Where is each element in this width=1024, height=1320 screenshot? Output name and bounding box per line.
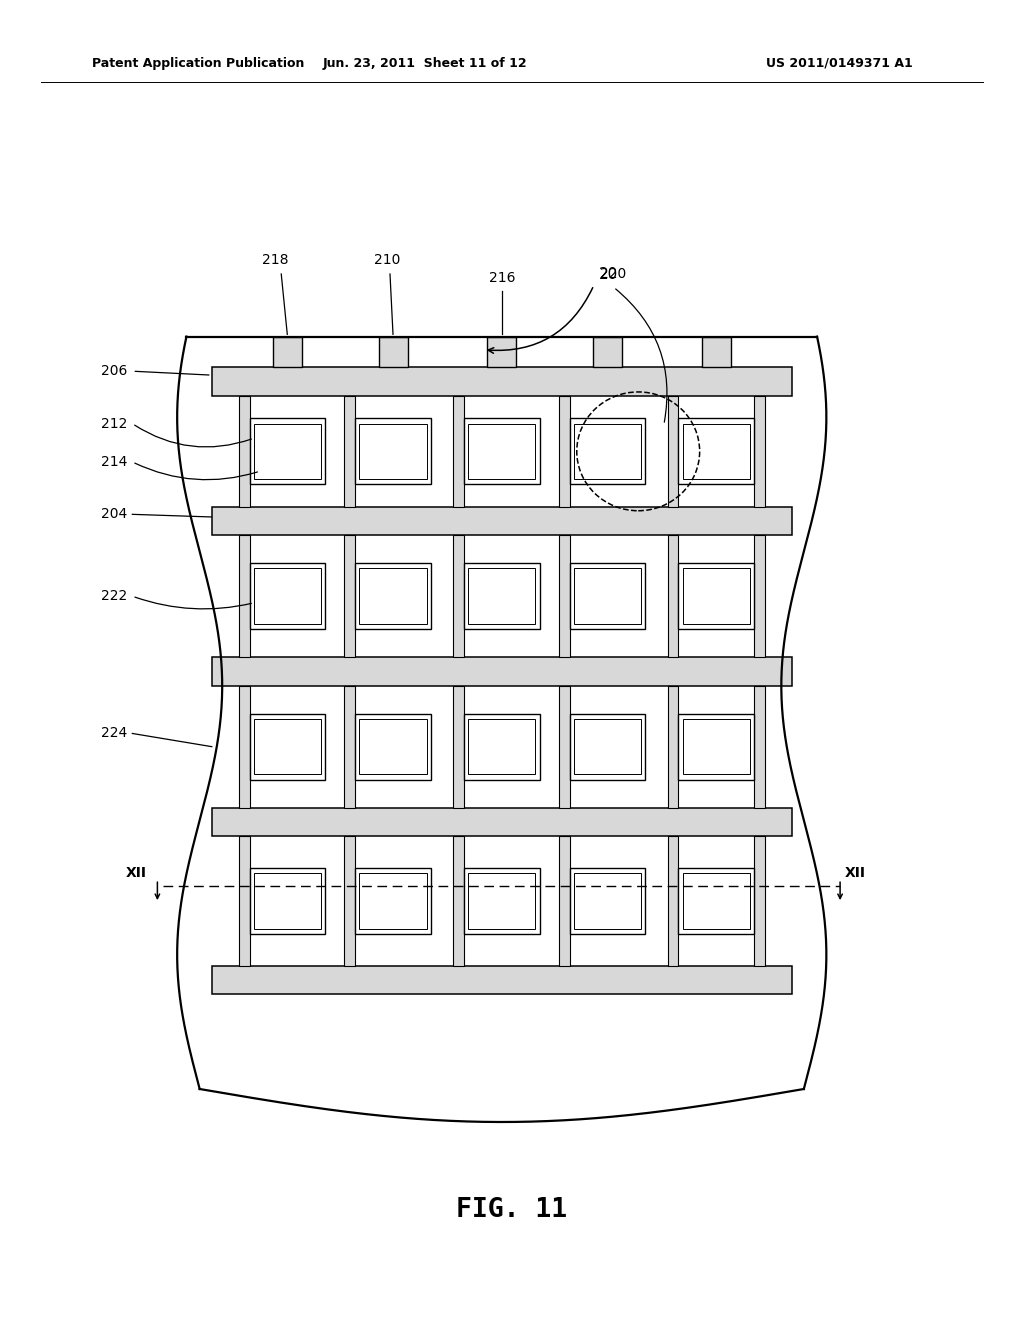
Bar xyxy=(359,719,427,775)
Bar xyxy=(668,685,679,808)
Bar xyxy=(239,396,250,507)
Bar xyxy=(754,535,765,657)
Bar xyxy=(679,714,754,780)
Bar xyxy=(701,338,731,367)
Text: 212: 212 xyxy=(100,417,127,430)
Bar xyxy=(239,685,250,808)
Bar xyxy=(573,873,641,929)
Bar xyxy=(573,569,641,624)
Text: Patent Application Publication: Patent Application Publication xyxy=(92,57,304,70)
Bar xyxy=(379,338,408,367)
Bar xyxy=(212,367,792,396)
Bar xyxy=(559,685,569,808)
Bar xyxy=(468,569,536,624)
Bar xyxy=(573,719,641,775)
Bar xyxy=(487,338,516,367)
Bar xyxy=(683,719,750,775)
Bar xyxy=(464,714,540,780)
Bar xyxy=(754,396,765,507)
Text: 206: 206 xyxy=(100,364,127,379)
Bar xyxy=(464,867,540,935)
Bar xyxy=(344,836,355,966)
Bar xyxy=(454,535,464,657)
Bar xyxy=(254,569,321,624)
Text: 220: 220 xyxy=(600,267,627,281)
Bar xyxy=(254,424,321,479)
Bar xyxy=(359,424,427,479)
Bar xyxy=(668,535,679,657)
Bar xyxy=(355,564,431,630)
Bar xyxy=(254,719,321,775)
Text: 204: 204 xyxy=(101,507,127,521)
Bar xyxy=(239,836,250,966)
Bar xyxy=(454,685,464,808)
Bar xyxy=(355,867,431,935)
Bar xyxy=(464,418,540,484)
Bar xyxy=(683,569,750,624)
Bar xyxy=(454,396,464,507)
Bar xyxy=(593,338,622,367)
Text: XII: XII xyxy=(126,866,147,879)
Bar xyxy=(559,396,569,507)
Text: Jun. 23, 2011  Sheet 11 of 12: Jun. 23, 2011 Sheet 11 of 12 xyxy=(323,57,527,70)
Bar xyxy=(212,966,792,994)
Bar xyxy=(683,424,750,479)
Bar xyxy=(573,424,641,479)
Text: FIG. 11: FIG. 11 xyxy=(457,1197,567,1224)
Bar xyxy=(559,836,569,966)
Bar xyxy=(250,418,325,484)
Bar xyxy=(679,418,754,484)
FancyArrowPatch shape xyxy=(134,425,252,447)
Text: 214: 214 xyxy=(100,455,127,469)
Text: US 2011/0149371 A1: US 2011/0149371 A1 xyxy=(766,57,913,70)
Bar xyxy=(254,873,321,929)
Text: 20: 20 xyxy=(599,267,618,282)
Bar xyxy=(212,507,792,535)
Bar xyxy=(212,808,792,836)
Bar xyxy=(344,535,355,657)
Bar xyxy=(569,714,645,780)
Bar xyxy=(468,424,536,479)
Bar xyxy=(679,867,754,935)
Bar xyxy=(212,657,792,685)
Bar xyxy=(355,714,431,780)
Bar xyxy=(464,564,540,630)
Bar xyxy=(344,396,355,507)
Bar xyxy=(468,719,536,775)
Bar xyxy=(683,873,750,929)
Text: 224: 224 xyxy=(101,726,127,741)
Bar xyxy=(250,714,325,780)
Bar xyxy=(668,396,679,507)
Bar xyxy=(679,564,754,630)
Text: 222: 222 xyxy=(101,589,127,603)
Bar xyxy=(569,418,645,484)
Bar xyxy=(250,867,325,935)
Text: 210: 210 xyxy=(374,253,400,268)
Bar xyxy=(569,564,645,630)
FancyArrowPatch shape xyxy=(488,288,593,354)
Bar xyxy=(454,836,464,966)
Bar xyxy=(344,685,355,808)
Bar xyxy=(668,836,679,966)
Bar xyxy=(754,836,765,966)
Bar xyxy=(239,535,250,657)
Bar xyxy=(355,418,431,484)
FancyArrowPatch shape xyxy=(135,463,257,479)
Bar xyxy=(359,873,427,929)
Text: XII: XII xyxy=(845,866,866,879)
Text: 216: 216 xyxy=(488,271,515,285)
Bar xyxy=(359,569,427,624)
Bar xyxy=(272,338,302,367)
Bar xyxy=(468,873,536,929)
Bar xyxy=(569,867,645,935)
Bar xyxy=(559,535,569,657)
Text: 218: 218 xyxy=(262,253,289,268)
FancyArrowPatch shape xyxy=(615,289,667,422)
Bar xyxy=(754,685,765,808)
Bar xyxy=(250,564,325,630)
FancyArrowPatch shape xyxy=(135,597,251,609)
